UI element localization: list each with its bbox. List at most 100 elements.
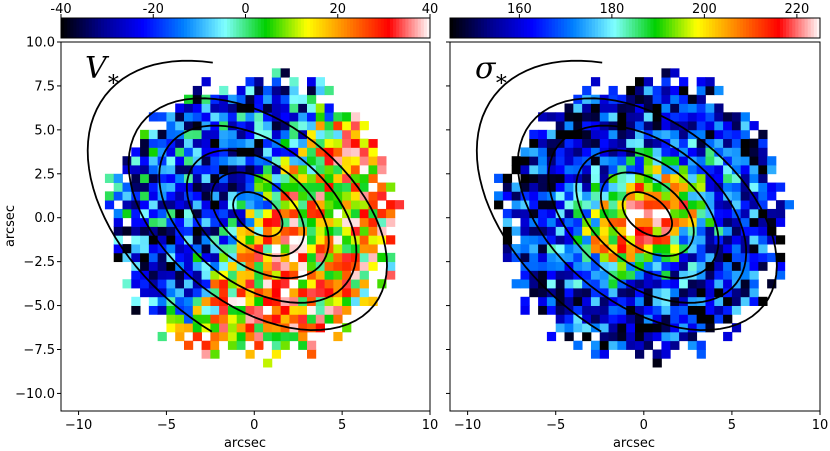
map-pixel — [333, 191, 343, 201]
map-pixel — [271, 129, 282, 140]
map-pixel — [271, 217, 282, 227]
map-pixel — [546, 296, 557, 306]
map-pixel — [192, 121, 202, 131]
map-pixel — [749, 182, 759, 192]
map-pixel — [679, 314, 689, 324]
colorbar-segment — [554, 18, 559, 38]
map-pixel — [590, 296, 601, 306]
map-pixel — [192, 305, 202, 315]
map-pixel — [192, 173, 202, 183]
map-pixel — [307, 244, 317, 254]
map-pixel — [263, 200, 273, 210]
colorbar-segment — [208, 18, 213, 38]
colorbar-segment — [260, 18, 265, 38]
map-pixel — [245, 103, 255, 113]
map-pixel — [590, 244, 601, 254]
map-pixel — [298, 191, 308, 201]
map-pixel — [298, 252, 308, 263]
colorbar-segment — [319, 18, 323, 38]
map-pixel — [175, 288, 185, 298]
map-pixel — [538, 261, 548, 271]
map-pixel — [723, 129, 733, 140]
map-pixel — [236, 173, 246, 183]
map-pixel — [245, 94, 255, 104]
map-pixel — [564, 217, 574, 227]
map-pixel — [573, 156, 583, 166]
map-pixel — [236, 182, 246, 192]
map-pixel — [227, 252, 238, 263]
map-pixel — [307, 261, 317, 271]
map-pixel — [131, 279, 141, 289]
map-pixel — [184, 156, 194, 166]
colorbar-segment — [325, 18, 330, 38]
map-pixel — [661, 323, 671, 333]
map-pixel — [280, 173, 290, 183]
map-pixel — [538, 235, 548, 245]
map-pixel — [350, 165, 361, 175]
colorbar-segment — [79, 18, 84, 38]
map-pixel — [546, 129, 557, 140]
map-pixel — [192, 314, 202, 324]
map-pixel — [280, 85, 290, 96]
map-pixel — [271, 226, 282, 236]
map-pixel — [590, 191, 601, 201]
map-pixel — [324, 288, 334, 298]
map-pixel — [661, 252, 671, 263]
map-pixel — [670, 261, 680, 271]
map-pixel — [652, 261, 662, 271]
map-pixel — [359, 226, 369, 236]
map-pixel — [210, 270, 220, 280]
map-pixel — [740, 200, 750, 210]
map-pixel — [184, 138, 194, 148]
map-pixel — [670, 314, 680, 324]
map-pixel — [289, 77, 299, 87]
map-pixel — [573, 217, 583, 227]
map-pixel — [590, 314, 601, 324]
map-pixel — [368, 235, 378, 245]
map-pixel — [368, 182, 378, 192]
map-pixel — [298, 103, 308, 113]
map-pixel — [608, 244, 618, 254]
map-pixel — [254, 288, 264, 298]
map-pixel — [342, 323, 352, 333]
colorbar-segment — [116, 18, 121, 38]
map-pixel — [731, 217, 742, 227]
map-pixel — [573, 252, 583, 263]
colorbar-tick-label: -40 — [50, 2, 71, 17]
colorbar-segment — [730, 18, 735, 38]
map-pixel — [236, 235, 246, 245]
map-pixel — [608, 279, 618, 289]
map-pixel — [219, 85, 229, 96]
map-pixel — [166, 288, 176, 298]
map-pixel — [333, 331, 343, 342]
map-pixel — [113, 173, 123, 183]
map-pixel — [731, 226, 742, 236]
map-pixel — [714, 156, 724, 166]
map-pixel — [546, 331, 557, 342]
colorbar-segment — [134, 18, 139, 38]
map-pixel — [166, 165, 176, 175]
map-pixel — [652, 138, 662, 148]
map-pixel — [617, 156, 627, 166]
map-pixel — [289, 156, 299, 166]
map-pixel — [280, 305, 290, 315]
map-pixel — [201, 112, 211, 122]
map-pixel — [280, 331, 290, 342]
map-pixel — [573, 165, 583, 175]
map-pixel — [670, 217, 680, 227]
map-pixel — [315, 112, 325, 122]
map-pixel — [219, 165, 229, 175]
map-pixel — [245, 252, 255, 263]
map-pixel — [564, 279, 574, 289]
map-pixel — [608, 191, 618, 201]
map-pixel — [377, 165, 387, 175]
map-pixel — [289, 288, 299, 298]
map-pixel — [661, 217, 671, 227]
colorbar-segment — [365, 18, 370, 38]
map-pixel — [175, 252, 185, 263]
map-pixel — [502, 182, 513, 192]
map-pixel — [538, 165, 548, 175]
map-pixel — [714, 288, 724, 298]
colorbar-segment — [288, 18, 293, 38]
map-pixel — [175, 103, 185, 113]
